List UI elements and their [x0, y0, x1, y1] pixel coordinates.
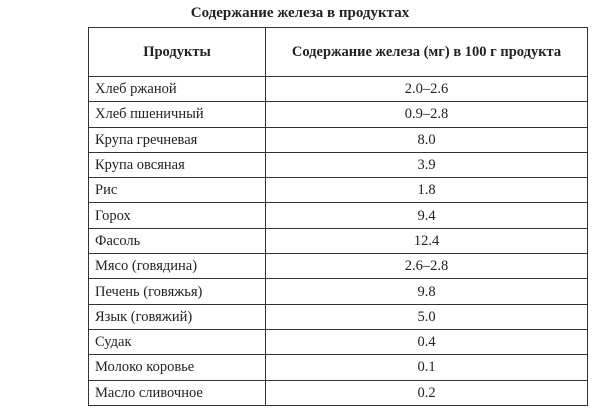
table-row: Масло сливочное 0.2	[88, 379, 588, 406]
header-cell: Содержание железа (мг) в 100 г продукта	[265, 27, 588, 77]
title: Содержание железа в продуктах	[190, 5, 410, 21]
table-row: Молоко коровье 0.1	[88, 354, 588, 381]
product-cell: Крупа овсяная	[88, 151, 266, 179]
product-cell: Печень (говяжья)	[88, 278, 266, 305]
iron-cell: 2.6–2.8	[265, 253, 588, 280]
iron-cell: 12.4	[265, 227, 588, 255]
iron-cell: 0.4	[265, 328, 588, 356]
table-row: Рис 1.8	[88, 177, 588, 204]
iron-cell: 5.0	[265, 303, 588, 330]
product-cell: Крупа гречневая	[88, 126, 266, 153]
product-cell: Хлеб ржаной	[88, 75, 266, 103]
table-row: Судак 0.4	[88, 328, 588, 356]
table-row: Крупа гречневая 8.0	[88, 126, 588, 153]
table-row: Язык (говяжий) 5.0	[88, 303, 588, 330]
product-cell: Хлеб пшеничный	[88, 101, 266, 128]
table-row: Мясо (говядина) 2.6–2.8	[88, 253, 588, 280]
product-cell: Масло сливочное	[88, 379, 266, 406]
table-row: Фасоль 12.4	[88, 227, 588, 255]
table-row: Горох 9.4	[88, 202, 588, 229]
product-cell: Судак	[88, 328, 266, 356]
table: Продукты Содержание железа (мг) в 100 г …	[88, 27, 588, 406]
product-cell: Мясо (говядина)	[88, 253, 266, 280]
iron-cell: 9.4	[265, 202, 588, 229]
iron-cell: 0.1	[265, 354, 588, 381]
iron-cell: 0.9–2.8	[265, 101, 588, 128]
iron-cell: 8.0	[265, 126, 588, 153]
table-row: Хлеб ржаной 2.0–2.6	[88, 75, 588, 103]
product-cell: Молоко коровье	[88, 354, 266, 381]
iron-cell: 1.8	[265, 177, 588, 204]
header-row: Продукты Содержание железа (мг) в 100 г …	[88, 27, 588, 77]
product-cell: Язык (говяжий)	[88, 303, 266, 330]
header-cell: Продукты	[88, 27, 266, 77]
iron-cell: 2.0–2.6	[265, 75, 588, 103]
table-row: Хлеб пшеничный 0.9–2.8	[88, 101, 588, 128]
product-cell: Горох	[88, 202, 266, 229]
iron-cell: 3.9	[265, 151, 588, 179]
table-row: Печень (говяжья) 9.8	[88, 278, 588, 305]
product-cell: Фасоль	[88, 227, 266, 255]
table-body: Хлеб ржаной 2.0–2.6 Хлеб пшеничный 0.9–2.8 К…	[88, 75, 588, 406]
product-cell: Рис	[88, 177, 266, 204]
iron-cell: 0.2	[265, 379, 588, 406]
iron-cell: 9.8	[265, 278, 588, 305]
table-row: Крупа овсяная 3.9	[88, 151, 588, 179]
table-header: Продукты Содержание железа (мг) в 100 г …	[88, 27, 588, 77]
